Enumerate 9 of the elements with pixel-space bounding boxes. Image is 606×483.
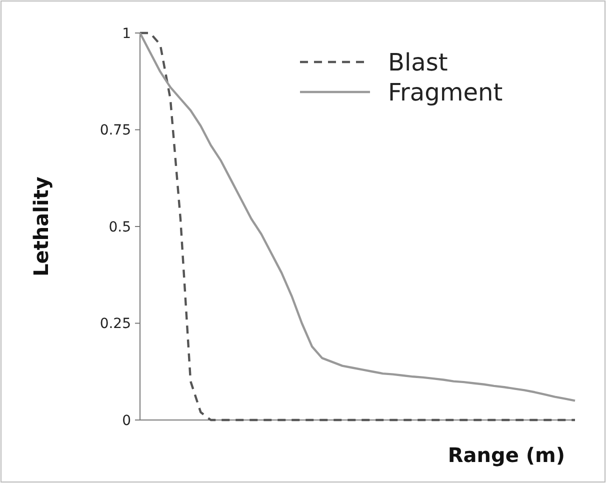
y-tick-label: 1 bbox=[122, 26, 131, 42]
x-axis-title: Range (m) bbox=[448, 443, 565, 467]
legend-label: Blast bbox=[388, 48, 448, 76]
y-tick-label: 0.25 bbox=[100, 316, 131, 332]
y-tick-label: 0.75 bbox=[100, 122, 131, 139]
y-tick-label: 0 bbox=[122, 412, 131, 429]
y-axis-title: Lethality bbox=[29, 176, 53, 276]
legend-label: Fragment bbox=[388, 78, 503, 106]
y-tick-label: 0.5 bbox=[108, 219, 131, 236]
